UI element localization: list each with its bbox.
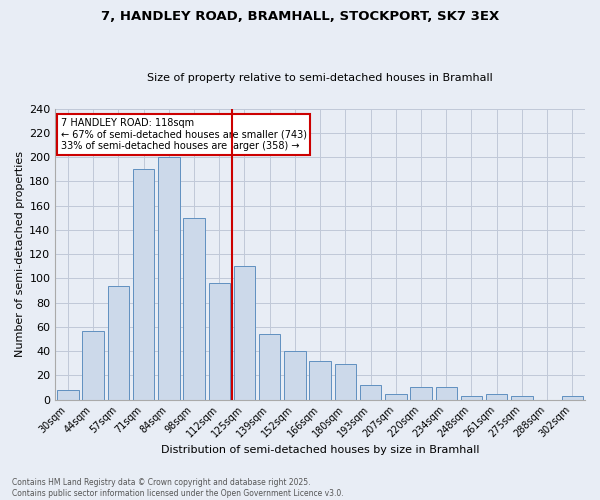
Bar xyxy=(158,157,179,400)
Text: Contains HM Land Registry data © Crown copyright and database right 2025.
Contai: Contains HM Land Registry data © Crown c… xyxy=(12,478,344,498)
X-axis label: Distribution of semi-detached houses by size in Bramhall: Distribution of semi-detached houses by … xyxy=(161,445,479,455)
Bar xyxy=(385,394,407,400)
Bar xyxy=(310,361,331,400)
Bar xyxy=(259,334,280,400)
Text: 7 HANDLEY ROAD: 118sqm
← 67% of semi-detached houses are smaller (743)
33% of se: 7 HANDLEY ROAD: 118sqm ← 67% of semi-det… xyxy=(61,118,307,150)
Bar xyxy=(107,286,129,400)
Bar xyxy=(183,218,205,400)
Bar xyxy=(335,364,356,400)
Bar xyxy=(562,396,583,400)
Title: Size of property relative to semi-detached houses in Bramhall: Size of property relative to semi-detach… xyxy=(147,73,493,83)
Bar xyxy=(486,394,508,400)
Y-axis label: Number of semi-detached properties: Number of semi-detached properties xyxy=(15,151,25,357)
Bar xyxy=(436,388,457,400)
Bar xyxy=(360,385,382,400)
Bar xyxy=(284,351,305,400)
Bar xyxy=(234,266,255,400)
Bar xyxy=(209,284,230,400)
Bar xyxy=(82,330,104,400)
Text: 7, HANDLEY ROAD, BRAMHALL, STOCKPORT, SK7 3EX: 7, HANDLEY ROAD, BRAMHALL, STOCKPORT, SK… xyxy=(101,10,499,23)
Bar xyxy=(410,388,432,400)
Bar xyxy=(57,390,79,400)
Bar xyxy=(133,170,154,400)
Bar xyxy=(511,396,533,400)
Bar xyxy=(461,396,482,400)
